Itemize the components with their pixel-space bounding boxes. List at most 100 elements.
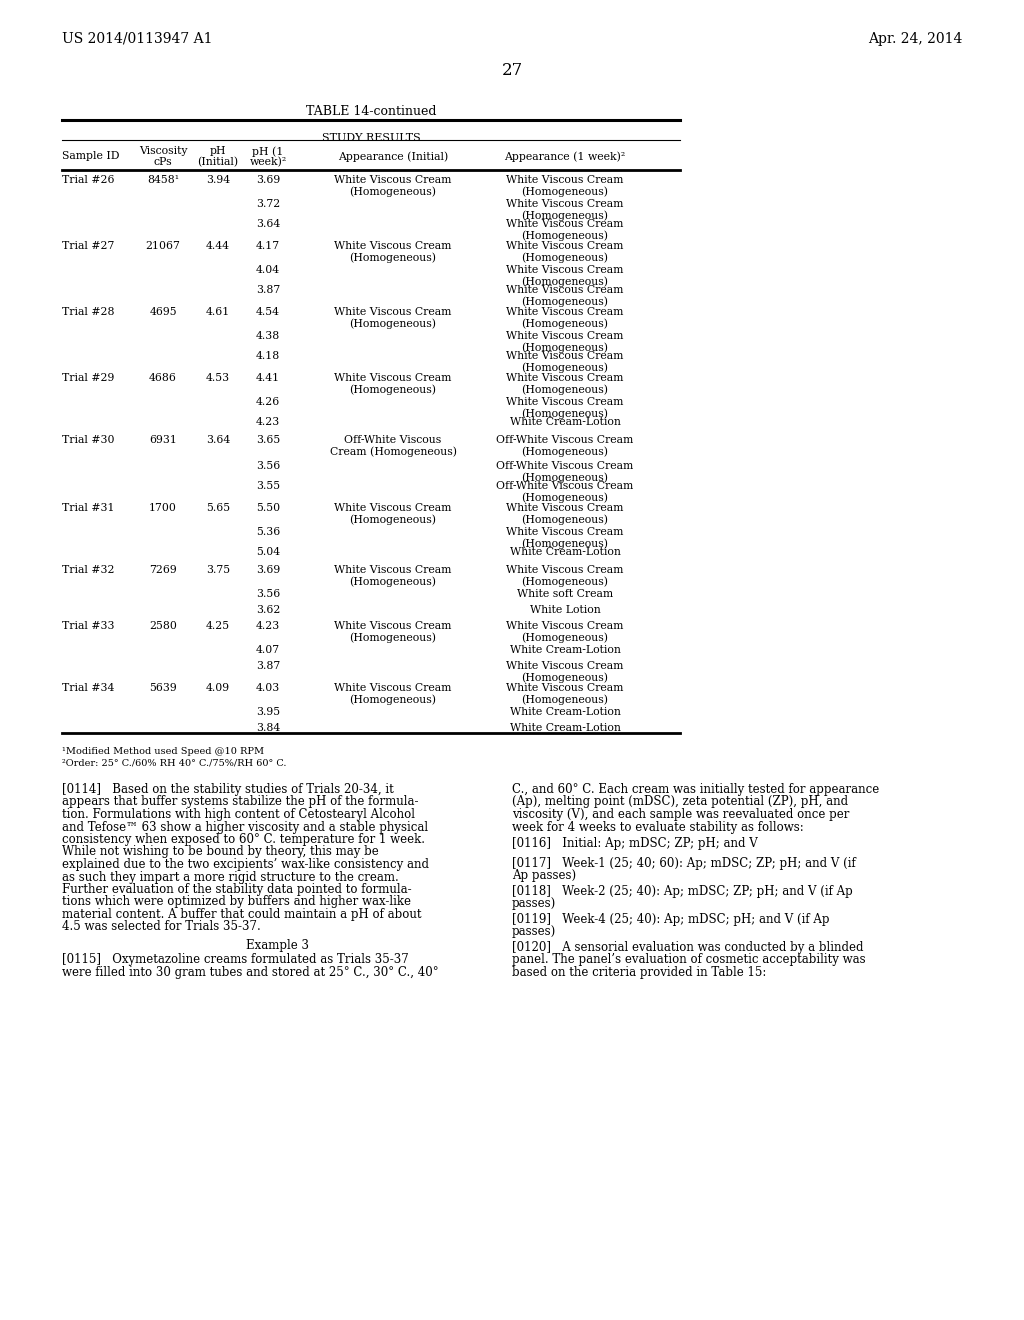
Text: 4.41: 4.41 (256, 374, 280, 383)
Text: cPs: cPs (154, 157, 172, 168)
Text: Cream (Homogeneous): Cream (Homogeneous) (330, 446, 457, 457)
Text: Trial #34: Trial #34 (62, 682, 115, 693)
Text: (Homogeneous): (Homogeneous) (521, 539, 608, 549)
Text: (Homogeneous): (Homogeneous) (521, 362, 608, 372)
Text: White Lotion: White Lotion (529, 605, 600, 615)
Text: Sample ID: Sample ID (62, 150, 120, 161)
Text: 7269: 7269 (150, 565, 177, 576)
Text: passes): passes) (512, 925, 556, 939)
Text: 4.23: 4.23 (256, 620, 281, 631)
Text: week)²: week)² (250, 157, 287, 168)
Text: 3.64: 3.64 (256, 219, 281, 228)
Text: (Homogeneous): (Homogeneous) (521, 513, 608, 524)
Text: material content. A buffer that could maintain a pH of about: material content. A buffer that could ma… (62, 908, 422, 921)
Text: White Viscous Cream: White Viscous Cream (334, 503, 452, 513)
Text: 8458¹: 8458¹ (146, 176, 179, 185)
Text: (Homogeneous): (Homogeneous) (349, 186, 436, 197)
Text: pH (1: pH (1 (252, 147, 284, 157)
Text: 5.65: 5.65 (206, 503, 230, 513)
Text: 3.56: 3.56 (256, 461, 281, 471)
Text: White Viscous Cream: White Viscous Cream (506, 620, 624, 631)
Text: 3.69: 3.69 (256, 176, 281, 185)
Text: White Viscous Cream: White Viscous Cream (506, 242, 624, 251)
Text: 3.87: 3.87 (256, 661, 281, 671)
Text: 6931: 6931 (150, 436, 177, 445)
Text: Viscosity: Viscosity (138, 147, 187, 156)
Text: 3.94: 3.94 (206, 176, 230, 185)
Text: viscosity (V), and each sample was reevaluated once per: viscosity (V), and each sample was reeva… (512, 808, 849, 821)
Text: (Homogeneous): (Homogeneous) (521, 694, 608, 705)
Text: Trial #27: Trial #27 (62, 242, 115, 251)
Text: White Cream-Lotion: White Cream-Lotion (510, 645, 621, 655)
Text: passes): passes) (512, 898, 556, 911)
Text: Trial #32: Trial #32 (62, 565, 115, 576)
Text: Appearance (Initial): Appearance (Initial) (338, 150, 449, 161)
Text: 3.84: 3.84 (256, 723, 281, 733)
Text: White Viscous Cream: White Viscous Cream (334, 682, 452, 693)
Text: Off-White Viscous Cream: Off-White Viscous Cream (497, 436, 634, 445)
Text: 3.87: 3.87 (256, 285, 281, 294)
Text: (Homogeneous): (Homogeneous) (521, 252, 608, 263)
Text: 4.54: 4.54 (256, 308, 280, 317)
Text: Trial #28: Trial #28 (62, 308, 115, 317)
Text: White Viscous Cream: White Viscous Cream (334, 620, 452, 631)
Text: Further evaluation of the stability data pointed to formula-: Further evaluation of the stability data… (62, 883, 412, 896)
Text: 5.04: 5.04 (256, 546, 280, 557)
Text: (Homogeneous): (Homogeneous) (521, 492, 608, 503)
Text: White soft Cream: White soft Cream (517, 589, 613, 599)
Text: [0120]   A sensorial evaluation was conducted by a blinded: [0120] A sensorial evaluation was conduc… (512, 941, 863, 954)
Text: White Cream-Lotion: White Cream-Lotion (510, 708, 621, 717)
Text: 3.69: 3.69 (256, 565, 281, 576)
Text: (Homogeneous): (Homogeneous) (521, 296, 608, 306)
Text: consistency when exposed to 60° C. temperature for 1 week.: consistency when exposed to 60° C. tempe… (62, 833, 425, 846)
Text: 3.75: 3.75 (206, 565, 230, 576)
Text: 4.26: 4.26 (256, 397, 281, 407)
Text: (Homogeneous): (Homogeneous) (521, 446, 608, 457)
Text: 4.07: 4.07 (256, 645, 280, 655)
Text: White Viscous Cream: White Viscous Cream (506, 351, 624, 360)
Text: as such they impart a more rigid structure to the cream.: as such they impart a more rigid structu… (62, 870, 398, 883)
Text: based on the criteria provided in Table 15:: based on the criteria provided in Table … (512, 966, 766, 979)
Text: 3.65: 3.65 (256, 436, 281, 445)
Text: White Viscous Cream: White Viscous Cream (334, 308, 452, 317)
Text: 3.95: 3.95 (256, 708, 280, 717)
Text: 21067: 21067 (145, 242, 180, 251)
Text: White Viscous Cream: White Viscous Cream (506, 219, 624, 228)
Text: White Viscous Cream: White Viscous Cream (334, 565, 452, 576)
Text: [0116]   Initial: Ap; mDSC; ZP; pH; and V: [0116] Initial: Ap; mDSC; ZP; pH; and V (512, 837, 758, 850)
Text: TABLE 14-continued: TABLE 14-continued (306, 106, 436, 117)
Text: Trial #33: Trial #33 (62, 620, 115, 631)
Text: (Homogeneous): (Homogeneous) (349, 384, 436, 395)
Text: 4.44: 4.44 (206, 242, 230, 251)
Text: (Ap), melting point (mDSC), zeta potential (ZP), pH, and: (Ap), melting point (mDSC), zeta potenti… (512, 796, 848, 808)
Text: 3.56: 3.56 (256, 589, 281, 599)
Text: 4.61: 4.61 (206, 308, 230, 317)
Text: 4.18: 4.18 (256, 351, 281, 360)
Text: Trial #29: Trial #29 (62, 374, 115, 383)
Text: White Cream-Lotion: White Cream-Lotion (510, 417, 621, 426)
Text: White Viscous Cream: White Viscous Cream (334, 374, 452, 383)
Text: (Homogeneous): (Homogeneous) (521, 342, 608, 352)
Text: 4.25: 4.25 (206, 620, 230, 631)
Text: [0115]   Oxymetazoline creams formulated as Trials 35-37: [0115] Oxymetazoline creams formulated a… (62, 953, 409, 966)
Text: White Viscous Cream: White Viscous Cream (506, 374, 624, 383)
Text: (Homogeneous): (Homogeneous) (521, 672, 608, 682)
Text: 5639: 5639 (150, 682, 177, 693)
Text: 2580: 2580 (150, 620, 177, 631)
Text: 5.50: 5.50 (256, 503, 280, 513)
Text: Trial #26: Trial #26 (62, 176, 115, 185)
Text: 3.72: 3.72 (256, 199, 281, 209)
Text: 27: 27 (502, 62, 522, 79)
Text: 4.38: 4.38 (256, 331, 281, 341)
Text: White Cream-Lotion: White Cream-Lotion (510, 546, 621, 557)
Text: and Tefose™ 63 show a higher viscosity and a stable physical: and Tefose™ 63 show a higher viscosity a… (62, 821, 428, 833)
Text: panel. The panel’s evaluation of cosmetic acceptability was: panel. The panel’s evaluation of cosmeti… (512, 953, 865, 966)
Text: Off-White Viscous Cream: Off-White Viscous Cream (497, 480, 634, 491)
Text: White Viscous Cream: White Viscous Cream (506, 527, 624, 537)
Text: Off-White Viscous: Off-White Viscous (344, 436, 441, 445)
Text: Apr. 24, 2014: Apr. 24, 2014 (867, 32, 962, 46)
Text: Ap passes): Ap passes) (512, 870, 577, 883)
Text: explained due to the two excipients’ wax-like consistency and: explained due to the two excipients’ wax… (62, 858, 429, 871)
Text: 4.5 was selected for Trials 35-37.: 4.5 was selected for Trials 35-37. (62, 920, 261, 933)
Text: 3.55: 3.55 (256, 480, 280, 491)
